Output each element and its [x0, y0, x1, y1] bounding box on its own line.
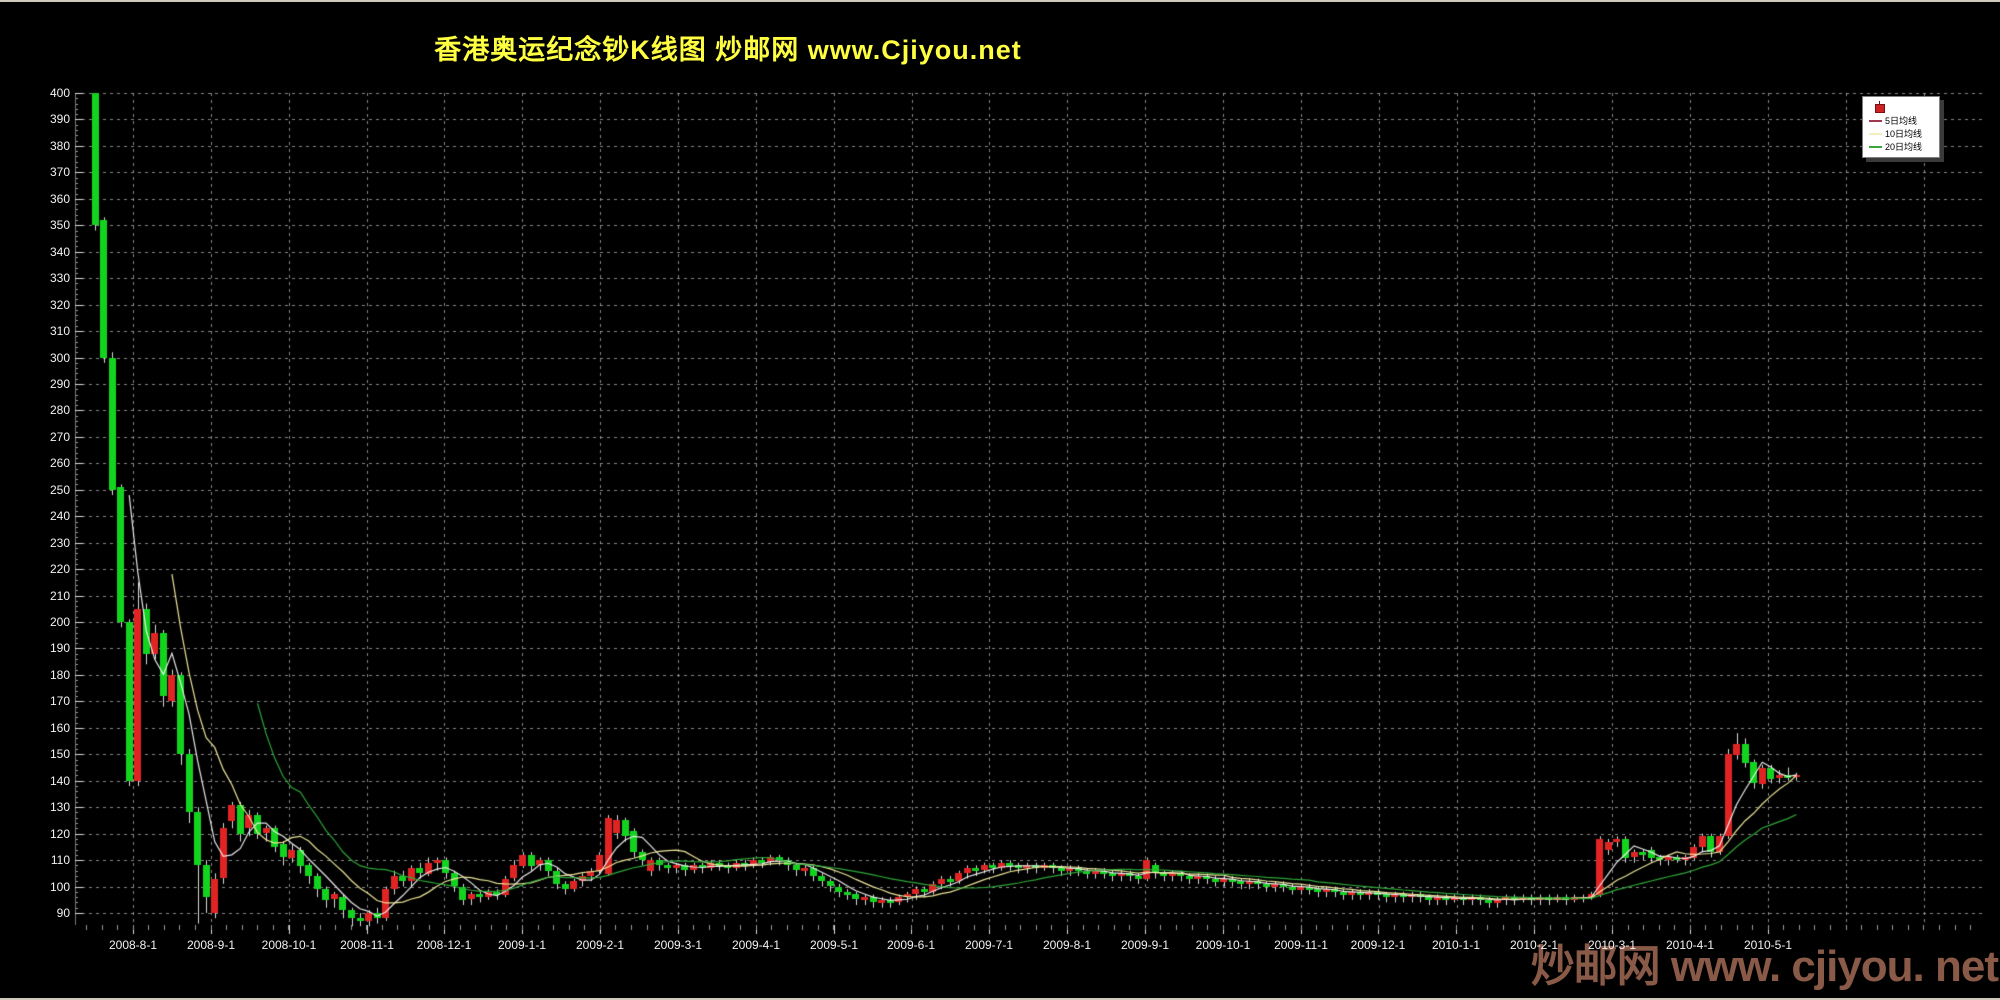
x-tick-label: 2009-12-1 [1350, 938, 1406, 952]
x-tick-label: 2010-1-1 [1431, 938, 1481, 952]
y-tick-label: 290 [49, 376, 70, 391]
x-tick-label: 2009-5-1 [809, 938, 859, 952]
y-tick-label: 190 [49, 641, 70, 656]
legend-label: 20日均线 [1885, 142, 1923, 152]
x-tick-label: 2009-9-1 [1120, 938, 1170, 952]
y-tick-label: 200 [49, 615, 70, 630]
y-tick-label: 130 [49, 800, 70, 815]
y-tick-label: 260 [49, 456, 70, 471]
y-tick-label: 220 [49, 562, 70, 577]
y-tick-label: 250 [49, 482, 70, 497]
x-tick-label: 2008-9-1 [186, 938, 236, 952]
x-tick-label: 2009-2-1 [575, 938, 625, 952]
legend-item-ma5: 5日均线 [1869, 114, 1935, 127]
y-tick-label: 330 [49, 271, 70, 286]
y-tick-label: 90 [56, 906, 70, 920]
y-tick-label: 310 [49, 324, 70, 339]
window-bottom-edge [0, 998, 2000, 1000]
y-tick-label: 340 [49, 244, 70, 259]
y-tick-label: 300 [49, 350, 70, 365]
legend-item-ma20: 20日均线 [1869, 140, 1935, 153]
y-tick-label: 360 [49, 191, 70, 206]
legend-line-swatch [1869, 132, 1882, 135]
y-tick-label: 160 [49, 720, 70, 735]
x-tick-label: 2010-4-1 [1665, 938, 1715, 952]
window-top-edge [0, 0, 2000, 2]
y-tick-label: 170 [49, 694, 70, 709]
y-tick-label: 370 [49, 165, 70, 180]
y-tick-label: 100 [49, 879, 70, 894]
x-tick-label: 2009-11-1 [1274, 938, 1328, 952]
x-tick-label: 2008-8-1 [108, 938, 158, 952]
red-candle-icon [1875, 101, 1885, 113]
x-tick-label: 2009-7-1 [964, 938, 1014, 952]
x-tick-label: 2009-8-1 [1042, 938, 1092, 952]
y-tick-label: 380 [49, 138, 70, 153]
y-tick-label: 280 [49, 403, 70, 418]
x-tick-label: 2009-3-1 [653, 938, 703, 952]
legend-line-swatch [1869, 145, 1882, 148]
x-tick-label: 2008-11-1 [340, 938, 394, 952]
y-tick-label: 350 [49, 218, 70, 233]
y-tick-label: 140 [49, 773, 70, 788]
x-tick-label: 2009-10-1 [1195, 938, 1251, 952]
legend-line-swatch [1869, 119, 1882, 122]
y-tick-label: 210 [49, 588, 70, 603]
y-tick-label: 150 [49, 747, 70, 762]
x-tick-label: 2009-1-1 [497, 938, 547, 952]
y-tick-label: 270 [49, 429, 70, 444]
legend-label: 5日均线 [1885, 116, 1918, 126]
y-tick-label: 180 [49, 667, 70, 682]
y-tick-label: 230 [49, 535, 70, 550]
y-tick-label: 120 [49, 826, 70, 841]
y-tick-label: 390 [49, 112, 70, 127]
y-tick-label: 320 [49, 297, 70, 312]
y-tick-label: 240 [49, 509, 70, 524]
x-tick-label: 2010-5-1 [1743, 938, 1793, 952]
legend-box: 5日均线 10日均线 20日均线 [1862, 96, 1940, 158]
x-tick-label: 2009-4-1 [731, 938, 781, 952]
chart-title: 香港奥运纪念钞K线图 炒邮网 www.Cjiyou.net [434, 35, 1022, 65]
x-tick-label: 2010-2-1 [1509, 938, 1559, 952]
legend-label: 10日均线 [1885, 129, 1923, 139]
legend-item-ma10: 10日均线 [1869, 127, 1935, 140]
x-tick-label: 2009-6-1 [886, 938, 936, 952]
x-tick-label: 2008-12-1 [416, 938, 472, 952]
y-tick-label: 400 [49, 86, 70, 100]
y-tick-label: 110 [50, 853, 70, 868]
x-tick-label: 2008-10-1 [261, 938, 317, 952]
x-tick-label: 2010-3-1 [1587, 938, 1637, 952]
